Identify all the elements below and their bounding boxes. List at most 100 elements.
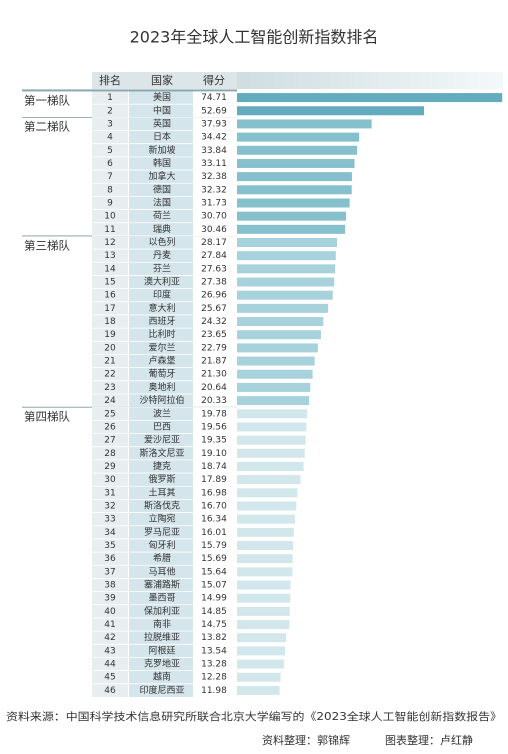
rank: 45 xyxy=(104,673,115,683)
score: 20.33 xyxy=(201,396,227,406)
column-header: 得分 xyxy=(203,74,225,87)
score: 14.85 xyxy=(201,607,227,617)
rank: 18 xyxy=(104,317,116,327)
country: 保加利亚 xyxy=(144,605,180,617)
bar xyxy=(237,527,294,537)
country: 沙特阿拉伯 xyxy=(139,394,184,406)
bar xyxy=(237,685,280,695)
country: 马耳他 xyxy=(148,565,175,577)
score: 16.01 xyxy=(201,528,227,538)
country: 德国 xyxy=(153,183,171,195)
rank: 10 xyxy=(104,212,116,222)
header-band xyxy=(92,72,237,89)
score: 13.28 xyxy=(201,660,227,670)
rank: 12 xyxy=(104,238,115,248)
bar xyxy=(237,448,305,458)
rank: 24 xyxy=(104,396,116,406)
score: 22.79 xyxy=(201,343,227,353)
bar xyxy=(237,593,291,603)
rank: 21 xyxy=(104,357,115,367)
bar xyxy=(237,106,425,116)
rank: 17 xyxy=(104,304,115,314)
bar xyxy=(237,330,321,340)
rank: 28 xyxy=(104,449,116,459)
score: 27.63 xyxy=(201,264,227,274)
rank: 25 xyxy=(104,409,115,419)
bar xyxy=(237,264,336,274)
bar xyxy=(237,501,297,511)
score: 31.73 xyxy=(201,198,227,208)
score: 19.35 xyxy=(201,436,227,446)
score: 20.64 xyxy=(201,383,227,393)
rank: 23 xyxy=(104,383,115,393)
score: 52.69 xyxy=(201,106,227,116)
score: 32.32 xyxy=(201,185,227,195)
score: 34.42 xyxy=(201,133,227,143)
bar xyxy=(237,303,329,313)
country: 瑞典 xyxy=(153,223,171,235)
country: 加拿大 xyxy=(148,170,175,182)
country: 印度 xyxy=(153,289,171,301)
country: 爱沙尼亚 xyxy=(144,435,180,446)
country: 立陶宛 xyxy=(148,513,175,525)
rank: 16 xyxy=(104,291,116,301)
score: 17.89 xyxy=(201,475,227,485)
score: 18.74 xyxy=(201,462,227,472)
rank: 33 xyxy=(104,515,115,525)
rank: 43 xyxy=(104,646,115,656)
rank: 34 xyxy=(104,528,116,538)
chart-title: 2023年全球人工智能创新指数排名 xyxy=(130,28,379,47)
bar xyxy=(237,488,298,498)
bar xyxy=(237,172,352,182)
bar xyxy=(237,185,352,195)
bar xyxy=(237,198,350,208)
rank: 22 xyxy=(104,370,115,380)
country: 以色列 xyxy=(148,236,175,248)
score: 16.70 xyxy=(201,501,227,511)
bar xyxy=(237,343,318,353)
rank: 44 xyxy=(104,660,116,670)
rank: 35 xyxy=(104,541,115,551)
country: 越南 xyxy=(153,671,171,683)
country: 匈牙利 xyxy=(148,539,175,551)
rank: 46 xyxy=(104,686,116,696)
rank: 39 xyxy=(104,594,116,604)
country: 斯洛文尼亚 xyxy=(139,447,184,459)
rank: 3 xyxy=(107,119,113,129)
score: 19.56 xyxy=(201,422,227,432)
bar xyxy=(237,145,358,155)
credit: 资料整理：郭锦辉 xyxy=(262,733,350,747)
country: 英国 xyxy=(153,117,171,129)
bar xyxy=(237,238,338,247)
score: 33.84 xyxy=(201,146,227,156)
score: 37.93 xyxy=(201,119,227,129)
country: 荷兰 xyxy=(153,210,171,222)
credit: 图表整理：卢红静 xyxy=(385,733,473,747)
country: 塞浦路斯 xyxy=(144,579,180,591)
score: 15.69 xyxy=(201,554,227,564)
country: 捷克 xyxy=(153,460,171,472)
score: 30.46 xyxy=(201,225,227,235)
bar xyxy=(237,475,301,485)
country: 爱尔兰 xyxy=(148,341,175,353)
bar xyxy=(237,514,296,524)
score: 12.28 xyxy=(201,673,227,683)
country: 拉脱维亚 xyxy=(144,631,180,643)
country: 南非 xyxy=(153,618,171,630)
country: 韩国 xyxy=(153,157,171,169)
country: 巴西 xyxy=(153,421,171,432)
rank: 4 xyxy=(107,133,113,143)
country: 卢森堡 xyxy=(148,355,175,367)
country: 奥地利 xyxy=(148,381,175,393)
score: 16.98 xyxy=(201,488,227,498)
rank: 6 xyxy=(107,159,113,169)
bar xyxy=(237,317,324,327)
header-gradient xyxy=(237,72,503,89)
score: 14.99 xyxy=(201,594,227,604)
rank: 14 xyxy=(104,264,116,274)
score: 15.07 xyxy=(201,581,227,591)
bar xyxy=(237,567,293,577)
rank: 42 xyxy=(104,633,115,643)
bar xyxy=(237,620,290,630)
